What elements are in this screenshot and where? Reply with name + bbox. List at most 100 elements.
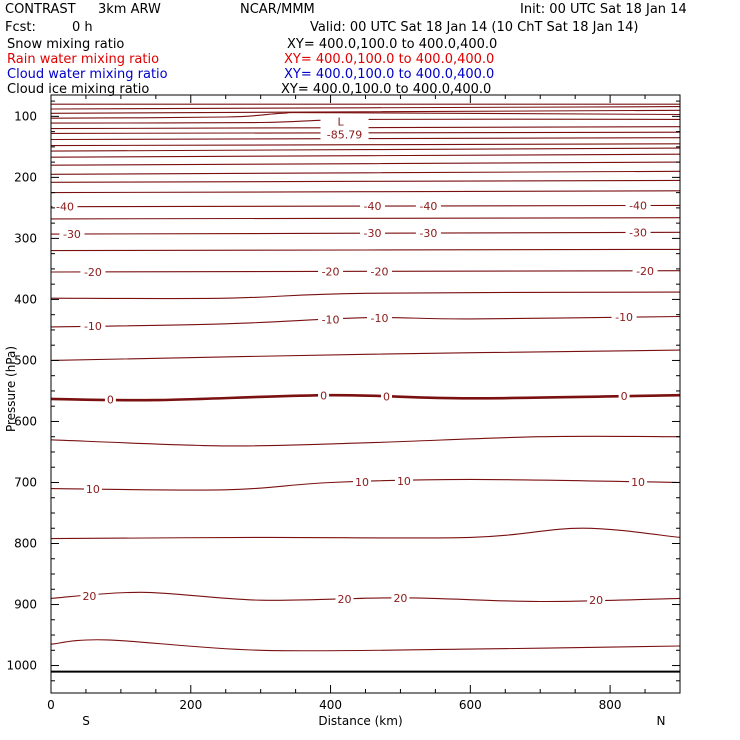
contour-label: -20	[322, 265, 340, 278]
contour-label: -30	[629, 226, 647, 239]
contour-label: 10	[631, 476, 645, 489]
field-rain-xy: XY= 400.0,100.0 to 400.0,400.0	[284, 52, 495, 67]
contour-label: -20	[370, 265, 388, 278]
contour-label-background	[366, 311, 392, 324]
contour-line	[50, 291, 681, 300]
contour-line	[50, 179, 681, 183]
x-tick-label: 600	[459, 698, 482, 712]
x-tick-label: 400	[319, 698, 342, 712]
contour-line	[50, 153, 681, 158]
contour-line	[50, 118, 681, 124]
field-cloud-water-name: Cloud water mixing ratio	[7, 67, 168, 82]
contour-line	[50, 147, 681, 152]
x-tick-label: 200	[179, 698, 202, 712]
contour-line	[50, 170, 681, 175]
contour-label-background	[391, 591, 410, 604]
contour-label: 0	[383, 390, 390, 403]
contour-label: 10	[86, 483, 100, 496]
contour-label: 10	[355, 476, 369, 489]
contour-label: 20	[82, 590, 96, 603]
field-snow-xy: XY= 400.0,100.0 to 400.0,400.0	[287, 37, 498, 52]
contour-line	[50, 639, 681, 652]
contour-line	[50, 349, 681, 361]
contour-label-background	[318, 265, 344, 278]
contour-line	[50, 143, 681, 147]
contour-label-background	[394, 474, 413, 487]
contour-label-background	[415, 199, 441, 212]
plot-frame	[50, 94, 681, 694]
contour-line	[50, 435, 681, 447]
contour-label-background	[80, 589, 99, 602]
contour-label-background	[380, 390, 392, 403]
project-title: CONTRAST	[5, 2, 76, 17]
x-axis-title: Distance (km)	[318, 714, 402, 728]
field-rain-name: Rain water mixing ratio	[7, 52, 160, 67]
contour-label: 0	[621, 390, 628, 403]
contour-label-background	[632, 264, 658, 277]
contour-label: -10	[322, 313, 340, 326]
contour-label: -30	[419, 227, 437, 240]
y-axis-title: Pressure (hPa)	[4, 346, 18, 432]
contour-label-background	[335, 592, 354, 605]
contour-label: -40	[629, 200, 647, 213]
y-tick-label: 700	[14, 475, 37, 489]
organization: NCAR/MMM	[240, 2, 315, 17]
x-tick-label: 0	[47, 698, 55, 712]
contour-label-background	[629, 475, 648, 488]
contour-label-background	[318, 389, 330, 402]
contour-label-background	[83, 482, 102, 495]
contour-line	[50, 161, 681, 166]
contour-label: -30	[63, 228, 81, 241]
y-tick-label: 1000	[6, 659, 37, 673]
contour-label-background	[587, 594, 606, 607]
y-tick-label: 100	[14, 109, 37, 123]
contour-line	[50, 109, 681, 114]
contour-label-background	[618, 390, 630, 403]
contour-line	[50, 527, 681, 540]
field-snow-name: Snow mixing ratio	[7, 37, 125, 52]
contour-label: 20	[393, 592, 407, 605]
contour-line	[50, 190, 681, 194]
model-name: 3km ARW	[98, 2, 161, 17]
x-axis-end-label: N	[657, 714, 666, 728]
contour-label: -20	[636, 265, 654, 278]
forecast-label: Fcst:	[5, 20, 36, 35]
contour-line	[50, 217, 681, 220]
x-tick-label: 800	[599, 698, 622, 712]
contour-label-background	[366, 265, 392, 278]
contour-label-background	[359, 227, 385, 240]
contour-label: -20	[84, 266, 102, 279]
field-cloud-ice-xy: XY= 400.0,100.0 to 400.0,400.0	[281, 82, 492, 97]
field-cloud-water-xy: XY= 400.0,100.0 to 400.0,400.0	[284, 67, 495, 82]
y-tick-label: 600	[14, 414, 37, 428]
contour-label: -40	[364, 200, 382, 213]
y-tick-label: 400	[14, 292, 37, 306]
contour-label: -40	[419, 200, 437, 213]
init-time: Init: 00 UTC Sat 18 Jan 14	[520, 2, 687, 17]
contour-label: -30	[364, 227, 382, 240]
contour-line	[50, 270, 681, 273]
contour-label-background	[104, 393, 116, 406]
contour-label-background	[415, 227, 441, 240]
contour-line	[50, 248, 681, 252]
low-center-background	[320, 117, 369, 144]
contour-line	[50, 393, 681, 402]
valid-time: Valid: 00 UTC Sat 18 Jan 14 (10 ChT Sat …	[310, 20, 639, 35]
contour-label-background	[359, 200, 385, 213]
contour-label: -10	[615, 311, 633, 324]
y-tick-label: 500	[14, 353, 37, 367]
contour-label-background	[318, 313, 344, 326]
contour-line	[50, 106, 681, 110]
contour-label: 0	[107, 394, 114, 407]
y-tick-label: 300	[14, 231, 37, 245]
contour-label: 20	[589, 594, 603, 607]
contour-line	[50, 112, 681, 119]
forecast-hour: 0 h	[72, 20, 93, 35]
contour-label: 20	[338, 593, 352, 606]
y-tick-label: 200	[14, 170, 37, 184]
low-center-marker: L	[337, 116, 344, 129]
contour-label-background	[353, 475, 372, 488]
contour-label: -40	[56, 201, 74, 214]
y-tick-label: 900	[14, 598, 37, 612]
